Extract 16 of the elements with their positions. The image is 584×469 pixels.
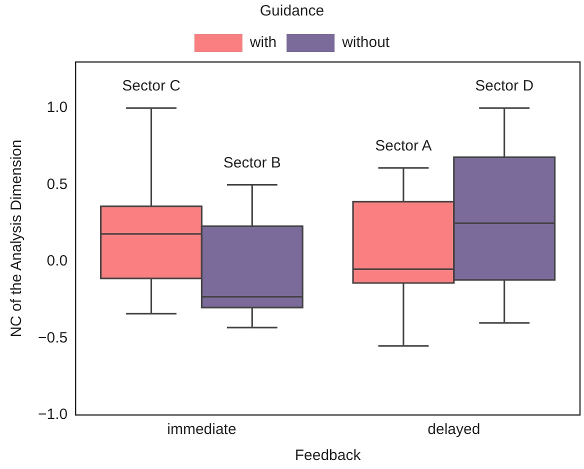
y-tick-label: −1.0: [38, 406, 68, 424]
x-axis-title: Feedback: [294, 447, 362, 464]
y-tick-label: 0.5: [46, 176, 68, 193]
y-tick-label: 1.0: [46, 99, 68, 116]
legend-label: without: [341, 34, 390, 52]
x-tick-label: immediate: [167, 421, 236, 438]
y-tick-label: −0.5: [38, 329, 68, 346]
legend-title: Guidance: [260, 2, 324, 20]
annotation: Sector C: [122, 78, 181, 95]
x-tick-label: delayed: [428, 421, 480, 438]
y-axis-title: NC of the Analysis Dimension: [8, 140, 26, 338]
annotation: Sector A: [375, 138, 432, 155]
annotation: Sector D: [475, 78, 534, 95]
legend-label: with: [248, 34, 277, 52]
y-tick-label: 0.0: [46, 252, 68, 270]
annotation: Sector B: [223, 154, 281, 172]
